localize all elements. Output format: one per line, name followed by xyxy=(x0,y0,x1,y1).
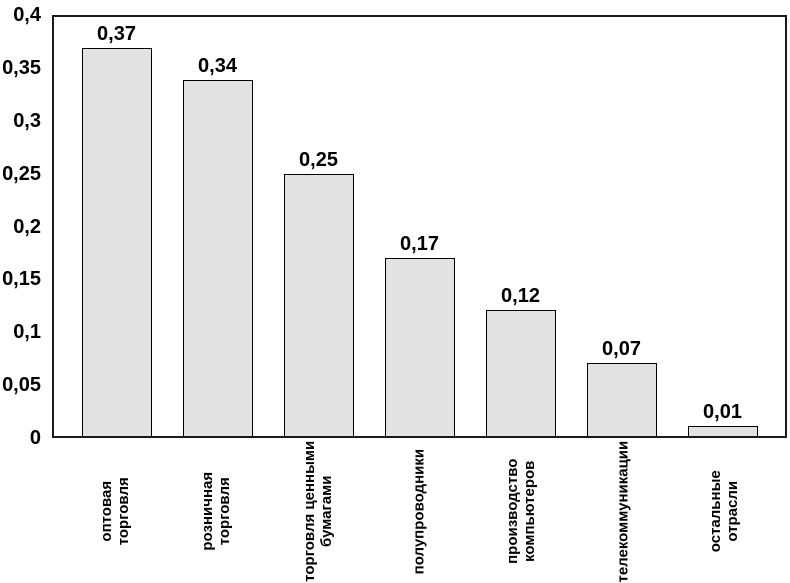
bar-slot: 0,37 xyxy=(66,17,167,436)
x-label-slot: производство компьютеров xyxy=(471,440,572,583)
bar-value-label: 0,17 xyxy=(400,232,439,255)
y-tick-label: 0,3 xyxy=(13,109,41,132)
bar: 0,37 xyxy=(81,23,152,436)
y-tick-label: 0,05 xyxy=(2,374,41,397)
y-tick-label: 0,1 xyxy=(13,321,41,344)
y-tick-label: 0,2 xyxy=(13,215,41,238)
y-tick-label: 0,4 xyxy=(13,4,41,26)
y-tick-label: 0,25 xyxy=(2,162,41,185)
bar-slot: 0,17 xyxy=(369,17,470,436)
bars-row: 0,37 0,34 0,25 0,17 0,12 0,07 0,01 xyxy=(54,17,785,436)
y-axis-labels: 0 0,05 0,1 0,15 0,2 0,25 0,3 0,35 0,4 xyxy=(0,0,48,470)
plot-area: 0,37 0,34 0,25 0,17 0,12 0,07 0,01 xyxy=(52,15,787,438)
bar-slot: 0,12 xyxy=(470,17,571,436)
x-label-slot: розничная торговля xyxy=(166,440,267,583)
x-category-label: остальные отрасли xyxy=(707,470,742,553)
bar: 0,07 xyxy=(586,338,657,436)
bar-slot: 0,34 xyxy=(167,17,268,436)
bar: 0,17 xyxy=(384,233,455,436)
x-label-slot: остальные отрасли xyxy=(674,440,775,583)
y-tick-label: 0 xyxy=(29,427,41,449)
bar-slot: 0,25 xyxy=(268,17,369,436)
x-category-label: оптовая торговля xyxy=(97,477,132,546)
bar-value-label: 0,34 xyxy=(198,54,237,77)
x-category-label: розничная торговля xyxy=(198,472,234,551)
bar-slot: 0,07 xyxy=(571,17,672,436)
bar: 0,12 xyxy=(485,285,556,436)
x-label-slot: торговля ценными бумагами xyxy=(267,440,368,583)
bar-value-label: 0,12 xyxy=(501,285,540,308)
bar-value-label: 0,37 xyxy=(97,23,136,46)
y-tick-label: 0,15 xyxy=(2,268,41,291)
bar-slot: 0,01 xyxy=(672,17,773,436)
x-category-label: телекоммуникации xyxy=(614,440,632,583)
bar: 0,25 xyxy=(283,149,354,436)
x-category-label: торговля ценными бумагами xyxy=(300,441,335,582)
bar-value-label: 0,07 xyxy=(602,337,641,360)
bar-value-label: 0,01 xyxy=(703,400,742,423)
bar: 0,01 xyxy=(687,401,758,436)
x-category-label: полупроводники xyxy=(410,448,428,575)
x-category-label: производство компьютеров xyxy=(503,458,539,565)
x-label-slot: оптовая торговля xyxy=(64,440,165,583)
y-tick-label: 0,35 xyxy=(2,56,41,79)
x-axis-labels: оптовая торговля розничная торговля торгов… xyxy=(52,440,787,583)
x-label-slot: полупроводники xyxy=(369,440,470,583)
x-label-slot: телекоммуникации xyxy=(572,440,673,583)
bar-value-label: 0,25 xyxy=(299,149,338,172)
bar: 0,34 xyxy=(182,55,253,436)
